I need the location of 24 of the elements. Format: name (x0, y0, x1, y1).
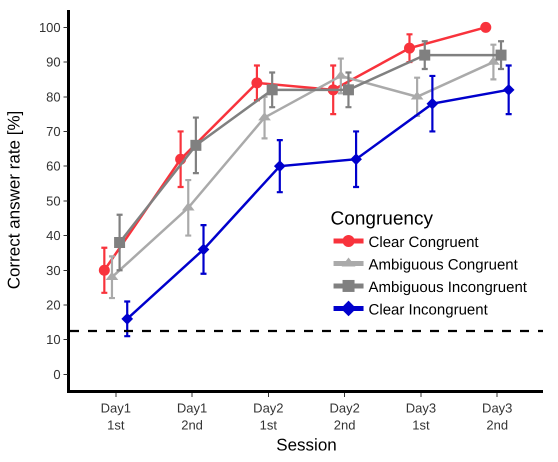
legend-label: Clear Congruent (368, 234, 480, 251)
y-tick-label: 100 (38, 20, 61, 35)
legend-label: Ambiguous Incongruent (368, 278, 528, 296)
x-tick-label: Day1 1st (100, 400, 131, 432)
x-tick-label: Day3 2nd (482, 400, 512, 432)
y-tick-label: 90 (46, 54, 61, 70)
y-tick-label: 30 (46, 262, 61, 278)
y-tick-label: 70 (46, 124, 61, 140)
y-tick-label: 80 (46, 89, 61, 104)
y-tick-label: 10 (46, 332, 61, 348)
x-tick-label: Day1 2nd (176, 400, 208, 432)
legend-label: Clear Incongruent (368, 301, 489, 318)
y-tick-label: 60 (46, 158, 61, 174)
x-axis-title: Session (276, 436, 337, 455)
legend-label: Ambiguous Congruent (368, 256, 519, 274)
y-tick-label: 20 (46, 298, 61, 313)
y-tick-label: 40 (46, 228, 61, 244)
x-tick-label: Day3 1st (406, 400, 436, 432)
legend-title: Congruency (330, 208, 434, 230)
x-tick-label: Day2 2nd (329, 400, 360, 432)
y-axis-title: Correct answer rate [%] (4, 110, 24, 290)
y-tick-label: 0 (53, 366, 61, 382)
x-tick-label: Day2 1st (253, 400, 284, 432)
y-tick-label: 50 (46, 193, 61, 208)
